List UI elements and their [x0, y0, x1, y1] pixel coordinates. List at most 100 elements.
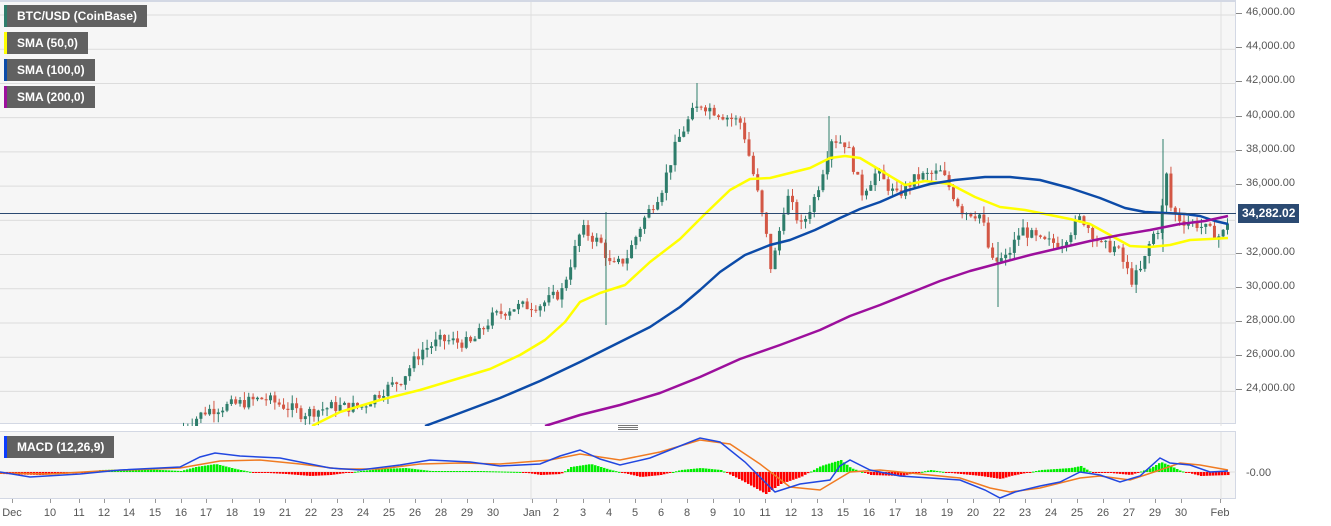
time-axis-tick: [973, 499, 974, 503]
legend-sma100[interactable]: SMA (100,0): [4, 59, 95, 81]
time-axis-tick: [713, 499, 714, 503]
price-axis-label: 40,000.00: [1246, 108, 1295, 121]
time-axis-tick: [493, 499, 494, 503]
time-axis-tick: [609, 499, 610, 503]
time-axis-label: 11: [73, 507, 85, 519]
price-axis-tick: [1236, 355, 1242, 357]
time-axis-label: 23: [330, 507, 344, 519]
time-axis-tick: [661, 499, 662, 503]
price-axis-tick: [1236, 115, 1242, 117]
price-axis-label: 46,000.00: [1246, 6, 1295, 18]
time-axis-label: 15: [836, 507, 850, 519]
time-axis-tick: [389, 499, 390, 503]
price-axis-tick: [1236, 286, 1242, 288]
macd-zero-label: -0.00: [1246, 467, 1272, 479]
time-axis-tick: [791, 499, 792, 503]
price-axis-tick: [1236, 13, 1242, 14]
time-axis-tick: [232, 499, 233, 503]
time-axis-tick: [1220, 499, 1221, 503]
time-axis-label: 14: [122, 507, 136, 519]
time-axis-tick: [843, 499, 844, 503]
time-axis-label: 24: [1044, 507, 1058, 519]
time-axis-label: 20: [966, 507, 980, 519]
time-axis-label: 10: [43, 507, 57, 519]
time-axis-label: 4: [605, 507, 613, 519]
time-axis-label: 17: [888, 507, 902, 519]
time-axis-tick: [947, 499, 948, 503]
time-axis-label: 22: [304, 507, 318, 519]
price-chart-canvas[interactable]: [0, 2, 1236, 426]
price-axis-tick: [1236, 184, 1242, 186]
time-axis-tick: [441, 499, 442, 503]
time-axis-tick: [739, 499, 740, 503]
legend-swatch-macd: [4, 436, 7, 458]
legend-sma50[interactable]: SMA (50,0): [4, 32, 88, 54]
time-axis-label: 29: [1148, 507, 1162, 519]
price-axis-label: 30,000.00: [1246, 279, 1295, 292]
time-axis-tick: [311, 499, 312, 503]
time-axis-label: 12: [784, 507, 798, 519]
time-axis-label: 30: [1174, 507, 1188, 519]
price-axis-label: 28,000.00: [1246, 313, 1295, 326]
legend-swatch-btcusd: [4, 5, 7, 27]
time-axis-tick: [206, 499, 207, 503]
pane-resize-handle[interactable]: [618, 425, 638, 430]
legend-btcusd[interactable]: BTC/USD (CoinBase): [4, 5, 148, 27]
time-axis-label: 12: [97, 507, 111, 519]
time-axis-label: 9: [709, 507, 717, 519]
time-axis-tick: [104, 499, 105, 503]
time-axis-label: 8: [683, 507, 691, 519]
price-axis-label: 32,000.00: [1246, 245, 1295, 258]
time-axis-label: 2: [552, 507, 560, 519]
legend-swatch-sma200: [4, 86, 7, 108]
time-axis-tick: [50, 499, 51, 503]
time-axis-tick: [1129, 499, 1130, 503]
time-axis-tick: [583, 499, 584, 503]
time-axis-label: 17: [199, 507, 213, 519]
price-axis-label: 24,000.00: [1246, 382, 1295, 395]
price-axis-tick: [1236, 389, 1242, 391]
legend-macd[interactable]: MACD (12,26,9): [4, 436, 115, 458]
time-axis-label: 27: [1122, 507, 1136, 519]
time-axis-label: 22: [992, 507, 1006, 519]
time-axis-label: 18: [225, 507, 239, 519]
time-axis-tick: [129, 499, 130, 503]
time-axis-tick: [1051, 499, 1052, 503]
macd-canvas[interactable]: [0, 432, 1236, 500]
legend-label-btcusd: BTC/USD (CoinBase): [17, 9, 138, 23]
time-axis-tick: [532, 499, 533, 503]
legend-label-sma200: SMA (200,0): [17, 90, 85, 104]
time-axis-label: 25: [1070, 507, 1084, 519]
time-axis-tick: [921, 499, 922, 503]
legend-label-macd: MACD (12,26,9): [17, 440, 105, 454]
time-axis-tick: [1181, 499, 1182, 503]
price-axis-label: 26,000.00: [1246, 348, 1295, 361]
time-axis-label: 23: [1018, 507, 1032, 519]
time-axis-label: 3: [579, 507, 587, 519]
time-axis-tick: [285, 499, 286, 503]
time-axis-tick: [635, 499, 636, 503]
time-axis-tick: [467, 499, 468, 503]
time-axis-tick: [765, 499, 766, 503]
price-axis-label: 42,000.00: [1246, 74, 1295, 87]
legend-swatch-sma100: [4, 59, 7, 81]
time-axis-label: Feb: [1210, 507, 1230, 519]
macd-pane[interactable]: [0, 431, 1236, 500]
price-chart-pane[interactable]: [0, 0, 1236, 426]
time-axis-label: 18: [914, 507, 928, 519]
price-axis-tick: [1236, 320, 1242, 322]
time-axis-label: 10: [732, 507, 746, 519]
price-axis-tick: [1236, 252, 1242, 254]
time-axis-label: Jan: [523, 507, 541, 519]
time-axis-label: 15: [148, 507, 162, 519]
price-axis-tick: [1236, 149, 1242, 151]
price-axis-tick: [1236, 81, 1242, 83]
time-axis-label: 5: [631, 507, 639, 519]
time-axis-tick: [181, 499, 182, 503]
legend-sma200[interactable]: SMA (200,0): [4, 86, 95, 108]
time-axis-label: 16: [862, 507, 876, 519]
time-axis-tick: [556, 499, 557, 503]
time-axis-tick: [895, 499, 896, 503]
time-axis-tick: [337, 499, 338, 503]
time-axis-tick: [155, 499, 156, 503]
